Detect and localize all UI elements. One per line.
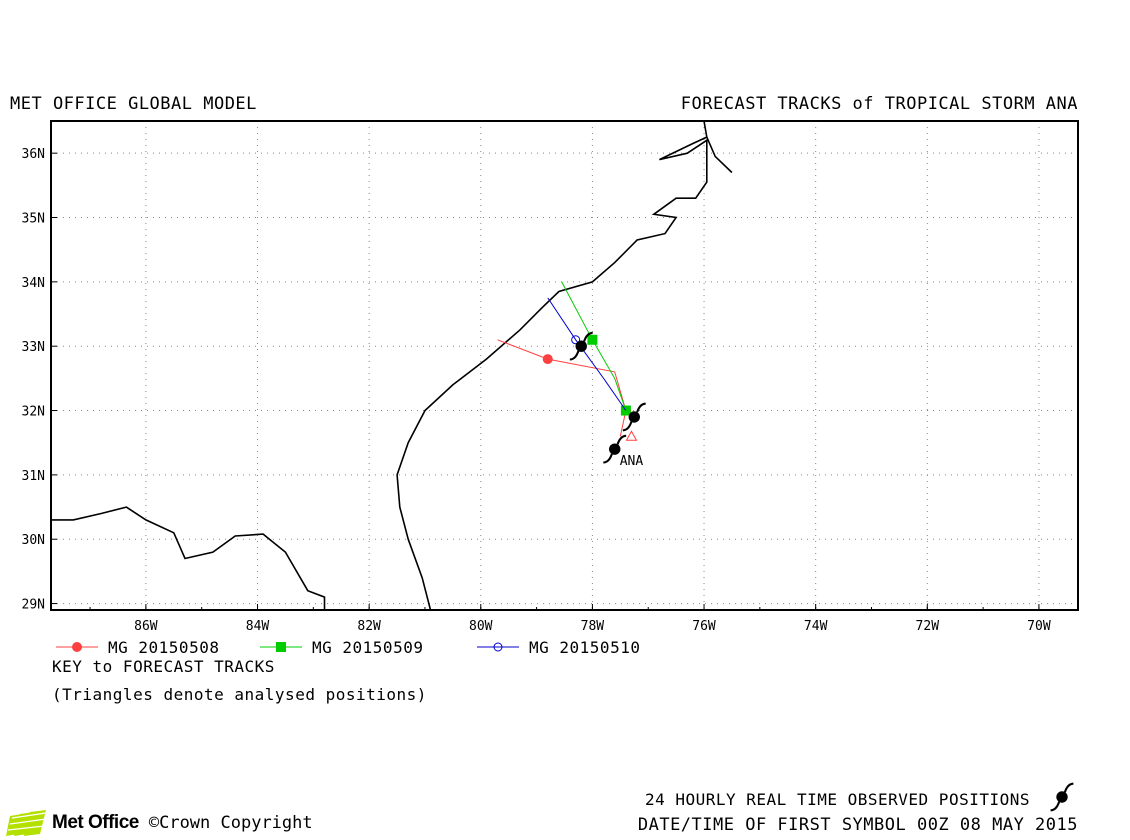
storm-eye — [628, 411, 640, 423]
storm-arm — [1063, 782, 1074, 793]
track-line-2 — [547, 297, 627, 411]
legend: MG 20150508 MG 20150509 MG 20150510 — [56, 638, 640, 657]
storm-arm — [622, 421, 633, 432]
observed-positions: ANA — [569, 331, 646, 469]
legend-label: MG 20150508 — [108, 638, 219, 657]
track-marker-open-circle — [571, 335, 581, 345]
key-title: KEY to FORECAST TRACKS — [52, 657, 275, 676]
lat-tick-label: 32N — [22, 405, 45, 420]
lon-tick-label: 72W — [916, 619, 940, 634]
legend-label: MG 20150510 — [529, 638, 640, 657]
coastline — [51, 120, 733, 611]
storm-arm — [583, 331, 593, 342]
lat-tick-label: 36N — [22, 147, 45, 162]
met-office-brand: Met Office — [52, 812, 139, 833]
storm-arm — [616, 434, 627, 445]
observed-positions-note: 24 HOURLY REAL TIME OBSERVED POSITIONS — [644, 790, 1030, 809]
track-line-1 — [561, 281, 627, 411]
storm-arm — [569, 350, 580, 361]
track-marker-square — [587, 334, 598, 345]
storm-icon — [603, 434, 627, 464]
lat-tick-label: 31N — [22, 469, 45, 484]
coastline-gulf — [51, 506, 326, 610]
lon-tick-label: 82W — [357, 619, 381, 634]
map-frame — [50, 120, 1079, 611]
lat-tick-label: 29N — [22, 598, 45, 613]
storm-arm — [1050, 801, 1061, 812]
storm-icon — [622, 402, 646, 432]
legend-marker-circle — [72, 642, 82, 652]
storm-arm — [636, 402, 646, 413]
axis-ticks: 86W 84W 82W 80W 78W 76W 74W 72W 70W 29N 30N 31N 32N 3… — [22, 147, 1051, 634]
lon-tick-label: 74W — [804, 619, 828, 634]
legend-label: MG 20150509 — [312, 638, 423, 657]
analysed-triangle — [625, 430, 638, 441]
lon-tick-label: 84W — [246, 619, 270, 634]
track-marker-square — [620, 405, 631, 416]
storm-name-label: ANA — [620, 454, 644, 469]
chart-title: FORECAST TRACKS of TROPICAL STORM ANA — [680, 94, 1078, 114]
lon-tick-label: 70W — [1027, 619, 1051, 634]
forecast-tracks — [497, 281, 638, 441]
track-marker-circle — [542, 354, 553, 365]
first-symbol-date: DATE/TIME OF FIRST SYMBOL 00Z 08 MAY 201… — [637, 815, 1078, 835]
storm-eye — [1056, 791, 1068, 803]
storm-eye — [609, 443, 621, 455]
met-office-logo-icon — [6, 810, 47, 836]
track-line-0 — [497, 339, 627, 437]
storm-icon — [569, 331, 593, 361]
lon-tick-label: 76W — [692, 619, 716, 634]
legend-marker-open-circle — [493, 642, 503, 652]
map-grid — [51, 121, 1078, 610]
model-title: MET OFFICE GLOBAL MODEL — [10, 94, 257, 114]
lon-tick-label: 86W — [134, 619, 158, 634]
observed-storm-icon — [1050, 782, 1074, 812]
coastline-outer-banks — [703, 120, 708, 138]
storm-arm — [603, 453, 613, 464]
lon-tick-label: 80W — [469, 619, 493, 634]
lat-tick-label: 33N — [22, 340, 45, 355]
lat-tick-label: 34N — [22, 276, 45, 291]
legend-marker-square — [276, 642, 286, 652]
coastline-atlantic — [396, 136, 733, 611]
storm-eye — [575, 340, 587, 352]
lat-tick-label: 30N — [22, 533, 45, 548]
lat-tick-label: 35N — [22, 212, 45, 227]
copyright: ©Crown Copyright — [148, 813, 313, 833]
key-note: (Triangles denote analysed positions) — [52, 685, 427, 704]
lon-tick-label: 78W — [581, 619, 605, 634]
met-office-logo: Met Office ©Crown Copyright — [4, 808, 313, 838]
